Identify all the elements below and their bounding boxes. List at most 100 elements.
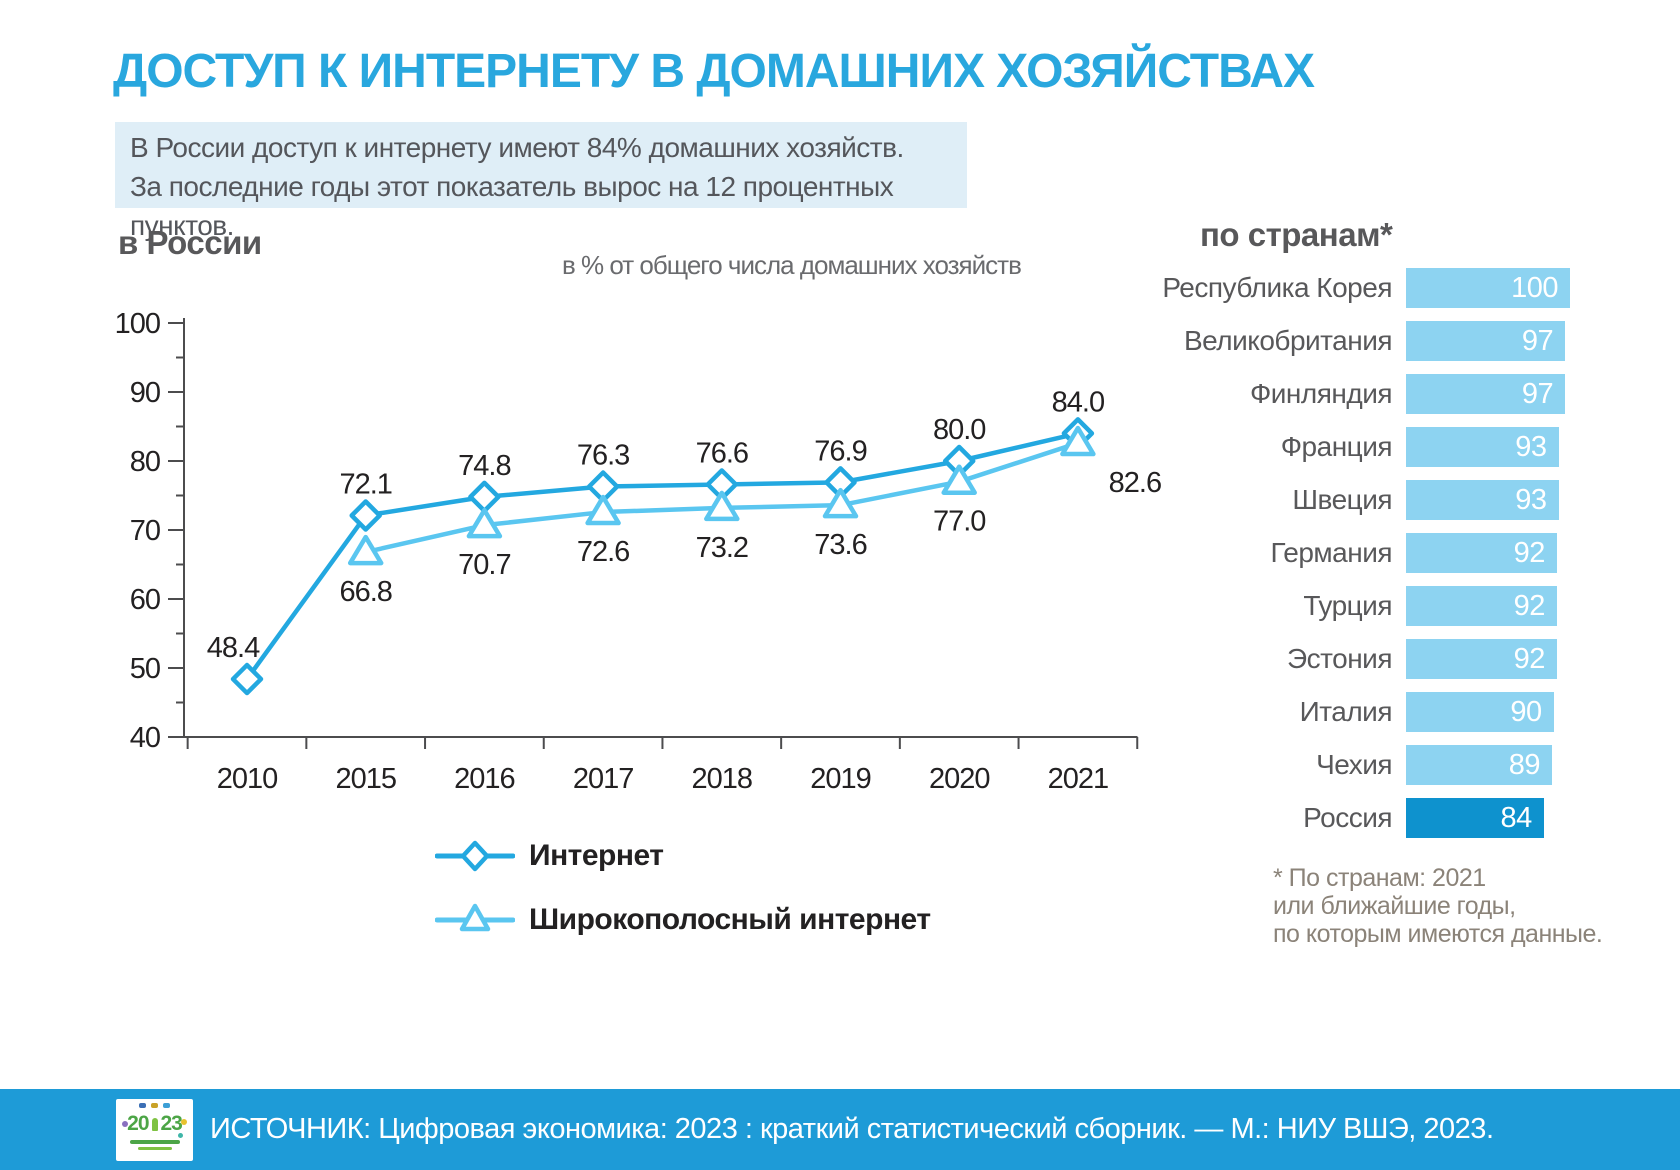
x-axis-label: 2015 — [335, 763, 396, 795]
y-axis-label: 80 — [130, 446, 160, 478]
country-label: Швеция — [1292, 484, 1392, 515]
triangle-marker — [941, 464, 977, 495]
country-value: 92 — [1513, 536, 1546, 569]
country-bar: 90 — [1406, 692, 1554, 732]
country-bar: 93 — [1406, 427, 1559, 467]
diamond-marker — [468, 480, 501, 514]
country-label: Республика Корея — [1162, 272, 1392, 303]
data-label: 80.0 — [933, 414, 985, 446]
russia-line-chart: 40 50 60 70 80 90 100 2010 2015 2016 2017 2018 2019 2… — [115, 308, 1163, 795]
russia-section-title: в России — [118, 224, 262, 261]
country-value: 97 — [1521, 324, 1554, 357]
country-row: Финляндия 97 — [1150, 374, 1570, 414]
diamond-marker — [349, 499, 382, 532]
countries-bar-chart: Республика Корея 100 Великобритания 97 Финля… — [1150, 268, 1570, 851]
data-label: 66.8 — [339, 576, 391, 608]
logo-caption-lines — [116, 1140, 193, 1150]
data-label: 72.1 — [339, 469, 391, 501]
triangle-marker — [1060, 425, 1096, 457]
country-label: Германия — [1270, 537, 1392, 568]
country-value: 92 — [1513, 589, 1546, 622]
y-axis-label: 60 — [130, 584, 160, 616]
legend-item: Интернет — [435, 836, 931, 876]
country-bar: 93 — [1406, 480, 1559, 520]
country-row: Германия 92 — [1150, 533, 1570, 573]
country-row: Россия 84 — [1150, 798, 1570, 838]
country-label: Турция — [1303, 590, 1392, 621]
country-label: Чехия — [1316, 749, 1392, 780]
country-value: 100 — [1511, 271, 1558, 304]
data-label: 74.8 — [458, 450, 510, 482]
triangle-marker — [466, 507, 503, 539]
country-row: Турция 92 — [1150, 586, 1570, 626]
page-title: ДОСТУП К ИНТЕРНЕТУ В ДОМАШНИХ ХОЗЯЙСТВАХ — [113, 45, 1315, 98]
country-label: Россия — [1303, 802, 1392, 833]
country-label: Великобритания — [1183, 325, 1393, 356]
footnote-line-1: * По странам: 2021 — [1273, 864, 1486, 892]
data-label: 77.0 — [933, 506, 985, 538]
triangle-marker — [822, 487, 859, 519]
internet-legend-icon — [435, 840, 515, 872]
logo-decoration-dot — [178, 1133, 183, 1138]
lead-line-1: В России доступ к интернету имеют 84% до… — [130, 132, 904, 163]
country-label: Франция — [1280, 431, 1393, 462]
x-axis-label: 2017 — [573, 763, 634, 795]
country-row: Чехия 89 — [1150, 745, 1570, 785]
data-label: 76.9 — [814, 435, 866, 467]
triangle-marker — [347, 534, 384, 566]
legend-item: Широкополосный интернет — [435, 900, 931, 940]
triangle-marker — [585, 494, 621, 526]
legend-label: Интернет — [529, 839, 664, 872]
country-label: Финляндия — [1250, 378, 1393, 409]
country-bar: 89 — [1406, 745, 1552, 785]
y-axis-label: 100 — [115, 308, 160, 340]
x-axis-label: 2016 — [454, 763, 515, 795]
country-bar: 100 — [1406, 268, 1570, 308]
country-bar: 92 — [1406, 586, 1557, 626]
data-label: 73.2 — [696, 532, 748, 564]
data-label: 72.6 — [577, 536, 629, 568]
lead-summary-box: В России доступ к интернету имеют 84% до… — [115, 122, 967, 241]
legend-label: Широкополосный интернет — [529, 903, 931, 936]
x-axis-label: 2010 — [217, 763, 278, 795]
country-row: Франция 93 — [1150, 427, 1570, 467]
country-bar: 97 — [1406, 321, 1566, 361]
y-axis-label: 50 — [130, 653, 160, 685]
countries-footnote: * По странам: 2021 или ближайшие годы, п… — [1273, 864, 1603, 948]
country-label: Италия — [1299, 696, 1393, 727]
country-label: Эстония — [1287, 643, 1392, 674]
country-row: Республика Корея 100 — [1150, 268, 1570, 308]
country-row: Эстония 92 — [1150, 639, 1570, 679]
country-row: Швеция 93 — [1150, 480, 1570, 520]
data-label: 76.6 — [696, 437, 748, 469]
internet-line — [244, 431, 1081, 682]
country-value: 90 — [1510, 695, 1542, 728]
country-value: 93 — [1515, 483, 1547, 516]
country-row: Великобритания 97 — [1150, 321, 1570, 361]
publication-cover-logo: 20 23 — [116, 1099, 193, 1161]
data-label: 76.3 — [577, 440, 629, 472]
country-value: 92 — [1513, 642, 1546, 675]
x-axis-label: 2020 — [929, 763, 990, 795]
country-bar-highlighted: 84 — [1406, 798, 1544, 838]
logo-year: 20 23 — [116, 1112, 193, 1136]
footnote-line-3: по которым имеются данные. — [1273, 920, 1603, 948]
country-value: 89 — [1508, 748, 1541, 781]
chart-legend: Интернет Широкополосный интернет — [435, 836, 931, 964]
country-bar: 97 — [1406, 374, 1566, 414]
x-axis-label: 2018 — [692, 763, 753, 795]
countries-section-title: по странам* — [1200, 216, 1393, 253]
triangle-marker — [704, 490, 740, 522]
country-bar: 92 — [1406, 639, 1557, 679]
data-label: 48.4 — [207, 632, 260, 664]
broadband-legend-icon — [435, 903, 515, 932]
logo-year-right: 23 — [160, 1112, 183, 1135]
diamond-marker — [230, 662, 264, 696]
country-value: 93 — [1515, 430, 1547, 463]
footnote-line-2: или ближайшие годы, — [1273, 892, 1516, 920]
data-label: 70.7 — [458, 549, 510, 581]
sprout-icon — [151, 1117, 158, 1131]
lead-line-2: За последние годы этот показатель вырос … — [130, 171, 894, 241]
source-footer: 20 23 ИСТОЧНИК: Цифровая экономика: 2023… — [0, 1089, 1680, 1170]
